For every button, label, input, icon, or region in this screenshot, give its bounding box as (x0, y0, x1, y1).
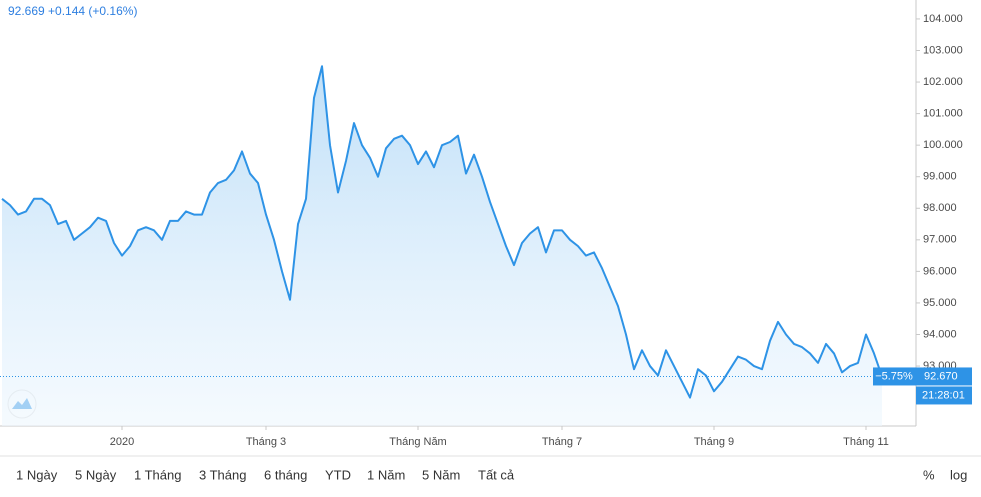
y-tick-label: 102.000 (923, 76, 963, 88)
area (2, 66, 882, 427)
y-tick-label: 96.000 (923, 265, 957, 277)
time-box (916, 386, 972, 405)
x-tick-label: 2020 (110, 436, 134, 448)
x-tick-label: Tháng 3 (246, 436, 286, 448)
change-box (873, 367, 916, 386)
y-tick-label: 104.000 (923, 13, 963, 25)
x-tick-label: Tháng 11 (843, 436, 889, 448)
change-label: −5.75% (875, 370, 913, 382)
range-button[interactable]: 1 Năm (367, 467, 405, 482)
y-tick-label: 95.000 (923, 297, 957, 309)
quote: 92.669 +0.144 (+0.16%) (8, 4, 137, 18)
range-button[interactable]: 3 Tháng (199, 467, 246, 482)
y-tick-label: 99.000 (923, 171, 957, 183)
x-tick-label: Tháng Năm (389, 436, 446, 448)
y-tick-label: 97.000 (923, 234, 957, 246)
y-tick-label: 98.000 (923, 202, 957, 214)
range-button[interactable]: Tất cả (478, 467, 515, 482)
range-button[interactable]: 5 Ngày (75, 467, 117, 482)
line (1, 65, 883, 399)
y-tick-label: 103.000 (923, 44, 963, 56)
range-button[interactable]: 5 Năm (422, 467, 460, 482)
last-value-label: 92.670 (924, 370, 958, 382)
range-button[interactable]: 1 Tháng (134, 467, 181, 482)
last-value-box (916, 367, 972, 386)
y-tick-label: 94.000 (923, 328, 957, 340)
x-tick-label: Tháng 7 (542, 436, 582, 448)
scale-button[interactable]: log (950, 467, 967, 482)
scale-button[interactable]: % (923, 467, 935, 482)
range-button[interactable]: 1 Ngày (16, 467, 58, 482)
range-button[interactable]: YTD (325, 467, 351, 482)
range-button[interactable]: 6 tháng (264, 467, 307, 482)
y-tick-label: 100.000 (923, 139, 963, 151)
y-tick-label: 101.000 (923, 108, 963, 120)
time-label: 21:28:01 (922, 389, 965, 401)
x-tick-label: Tháng 9 (694, 436, 734, 448)
